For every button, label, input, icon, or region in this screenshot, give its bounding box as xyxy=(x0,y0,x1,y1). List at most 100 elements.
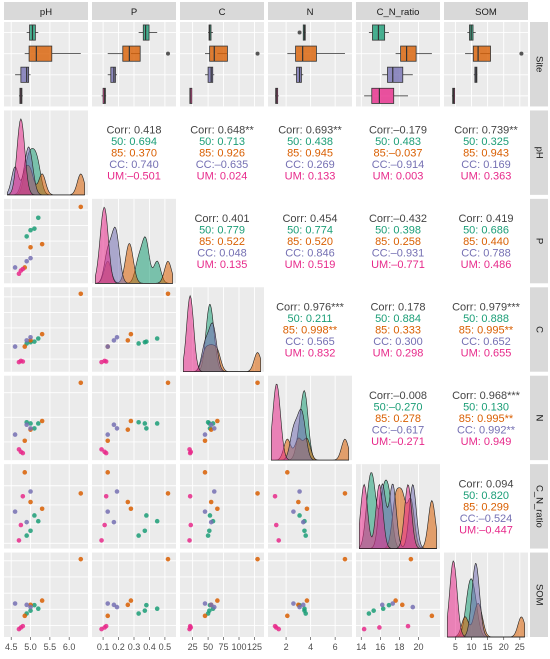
scatter-point-UM xyxy=(103,493,109,499)
corr-overall: Corr:–0.179 xyxy=(369,125,427,137)
scatter-point-CC xyxy=(291,509,296,514)
scatter-point-50 xyxy=(207,513,213,518)
scatter-panel-SOM-vs-pH xyxy=(4,552,88,637)
scatter-point-UM xyxy=(16,538,22,543)
scatter-point-85 xyxy=(255,491,260,496)
x-tick-label-pH: 6.0 xyxy=(63,642,76,652)
scatter-panel-SOM-vs-C_N_ratio xyxy=(356,552,440,637)
scatter-point-CC xyxy=(12,265,18,270)
scatter-point-85 xyxy=(128,598,134,603)
corr-site-CC: CC: 0.048 xyxy=(197,248,247,260)
scatter-point-85 xyxy=(78,491,84,496)
scatter-panel-N-vs-P xyxy=(92,375,176,461)
box-CC xyxy=(387,66,404,83)
scatter-point-50 xyxy=(207,608,212,613)
scatter-point-UM xyxy=(188,522,194,528)
scatter-point-CC xyxy=(202,432,208,437)
scatter-point-85 xyxy=(165,491,171,496)
corr-site-50: 50: 0.888 xyxy=(463,313,509,325)
x-tick-label-C: 50 xyxy=(203,642,213,652)
density-panel-P xyxy=(92,198,176,284)
boxplot-panel-C_N_ratio xyxy=(356,22,440,107)
row-label-pH: pH xyxy=(533,147,544,159)
scatter-panel-N-vs-pH xyxy=(4,375,88,461)
density-curve-UM xyxy=(95,206,173,284)
scatter-point-50 xyxy=(24,533,29,538)
scatter-point-CC xyxy=(105,601,111,606)
corr-site-50: 50: 0.325 xyxy=(463,136,509,148)
corr-site-50: 50: 0.713 xyxy=(199,136,245,148)
boxplot-panel-pH xyxy=(4,22,88,107)
x-tick-label-pH: 4.5 xyxy=(5,642,18,652)
row-strip-N xyxy=(530,375,548,461)
row-strip-C xyxy=(530,287,548,372)
scatter-point-UM xyxy=(273,522,279,528)
scatter-point-CC xyxy=(390,601,396,606)
boxplot-panel-SOM xyxy=(444,22,528,107)
panel-background xyxy=(180,198,264,284)
x-tick-label-C: 25 xyxy=(188,642,198,652)
row-strip-SOM xyxy=(530,552,548,637)
scatter-point-UM xyxy=(276,538,282,543)
scatter-point-85 xyxy=(125,427,131,432)
x-tick-label-N: 6 xyxy=(333,642,338,652)
scatter-point-85 xyxy=(105,470,111,475)
scatter-panel-C_N_ratio-vs-pH xyxy=(4,464,88,549)
panel-background xyxy=(356,375,440,461)
scatter-point-CC xyxy=(410,604,416,610)
scatter-point-50 xyxy=(144,513,149,518)
scatter-point-UM xyxy=(102,522,107,528)
corr-overall: Corr: 0.739** xyxy=(454,125,518,137)
scatter-point-CC xyxy=(28,334,33,340)
panel-background xyxy=(444,110,528,195)
corr-overall: Corr: 0.094 xyxy=(458,478,513,490)
scatter-point-UM xyxy=(20,450,26,456)
box-85 xyxy=(472,45,491,62)
scatter-point-50 xyxy=(154,421,160,426)
panel-background xyxy=(4,464,88,549)
corr-site-CC: CC:–0.617 xyxy=(372,424,425,436)
column-label-pH: pH xyxy=(40,7,52,18)
scatter-point-85 xyxy=(429,613,435,619)
scatter-panel-C_N_ratio-vs-C xyxy=(180,464,264,549)
x-tick-label-P: 0.3 xyxy=(128,642,141,652)
scatter-point-CC xyxy=(28,426,33,431)
row-label-C: C xyxy=(533,326,544,333)
scatter-point-85 xyxy=(39,241,45,247)
scatter-point-CC xyxy=(208,422,214,428)
scatter-point-85 xyxy=(285,470,290,475)
corr-overall: Corr: 0.979*** xyxy=(452,302,521,314)
boxplot-panel-P xyxy=(92,22,176,107)
scatter-point-CC xyxy=(24,338,29,343)
scatter-point-CC xyxy=(211,489,217,494)
x-tick-label-SOM: 5 xyxy=(453,642,458,652)
x-tick-label-pH: 5.0 xyxy=(24,642,37,652)
scatter-point-85 xyxy=(22,470,28,475)
scatter-point-85 xyxy=(255,380,260,386)
corr-site-CC: CC: 0.300 xyxy=(373,336,423,348)
x-tick-label-P: 0.2 xyxy=(112,642,125,652)
scatter-point-85 xyxy=(39,506,45,512)
scatter-point-50 xyxy=(142,528,148,534)
corr-site-50: 50: 0.438 xyxy=(287,136,333,148)
x-tick-label-C: 100 xyxy=(231,642,246,652)
panel-background xyxy=(268,287,352,372)
box-UM xyxy=(371,87,395,104)
column-label-SOM: SOM xyxy=(475,7,497,18)
corr-site-CC: CC:–0.635 xyxy=(196,159,249,171)
scatter-point-CC xyxy=(297,489,302,494)
scatter-point-UM xyxy=(377,625,382,630)
panel-background xyxy=(180,110,264,195)
scatter-point-50 xyxy=(154,518,160,524)
scatter-point-50 xyxy=(142,421,148,426)
scatter-point-50 xyxy=(142,608,148,613)
row-label-C_N_ratio: C_N_ratio xyxy=(533,485,544,528)
panel-background xyxy=(4,552,88,637)
box-85 xyxy=(209,45,228,62)
scatter-point-UM xyxy=(187,493,193,499)
density-panel-C_N_ratio xyxy=(356,464,440,549)
corr-site-50: 50: 0.820 xyxy=(463,490,509,502)
